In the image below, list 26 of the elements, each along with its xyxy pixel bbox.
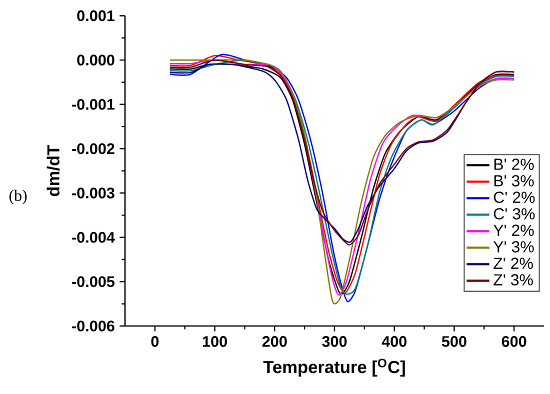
y-tick-label: 0.000 xyxy=(77,54,114,66)
y-tick-label: -0.005 xyxy=(72,276,115,288)
y-axis-title: dm/dT xyxy=(46,145,60,196)
x-tick-label: 500 xyxy=(442,336,466,347)
y-tick-label: -0.006 xyxy=(72,320,114,332)
y-tick-label: -0.003 xyxy=(72,188,114,198)
legend-label: B' 3% xyxy=(494,175,534,186)
legend-label: Y' 2% xyxy=(493,224,534,236)
x-tick-label: 200 xyxy=(262,336,287,347)
y-tick-label: -0.001 xyxy=(72,98,115,110)
x-tick-label: 0 xyxy=(151,336,159,347)
x-tick-label: 400 xyxy=(382,336,407,347)
x-tick-label: 600 xyxy=(502,336,526,347)
x-tick-label: 300 xyxy=(322,336,347,347)
y-tick-label: -0.004 xyxy=(72,232,115,243)
legend-label: B' 2% xyxy=(494,158,534,170)
legend-label: C' 3% xyxy=(494,208,535,220)
x-tick-label: 100 xyxy=(202,336,227,347)
y-tick-label: -0.002 xyxy=(72,143,114,154)
legend-label: Z' 3% xyxy=(494,274,533,286)
y-tick-label: 0.001 xyxy=(77,10,115,22)
legend-label: C' 2% xyxy=(494,192,535,203)
legend-label: Z' 2% xyxy=(494,258,533,269)
text: (b) xyxy=(9,190,27,204)
x-axis-title: Temperature [$^{O}$C] xyxy=(263,358,405,377)
legend-label: Y' 3% xyxy=(493,241,534,252)
